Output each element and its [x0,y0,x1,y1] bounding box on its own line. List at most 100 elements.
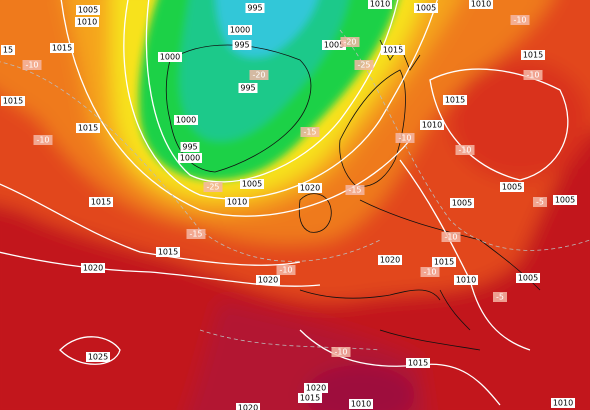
isotherm-label: -10 [334,348,347,357]
isotherm-label: -25 [206,183,219,192]
isotherm-label-box [340,37,360,47]
isobar-label: 1015 [52,44,72,53]
isobar-label: 1010 [553,399,573,408]
isotherm-label-box [276,265,296,275]
isobar-label: 1015 [91,198,111,207]
isotherm-label: -10 [398,134,411,143]
isobar-label: 1005 [416,4,436,13]
isobar-label-box [381,45,405,55]
isotherm-label: -5 [536,198,544,207]
isobar-label-box [500,182,524,192]
isobar-label: 995 [182,143,197,152]
isobar-label-box [443,95,467,105]
isotherm-label: -10 [458,146,471,155]
isobar-label-box [406,358,430,368]
isobar-label-box [76,5,100,15]
isobar-label-box [180,142,200,152]
isobar-label: 1010 [471,0,491,9]
isobar-label-box [50,43,74,53]
isobar-label: 1020 [83,264,103,273]
isobar-label: 1020 [258,276,278,285]
isobar-label: 1010 [351,400,371,409]
isotherm-label-box [33,135,53,145]
isotherm-label-box [345,185,365,195]
isotherm-label-box [420,267,440,277]
isobar-label: 1010 [227,198,247,207]
isobar-label-box [256,275,280,285]
isobar-label: 1020 [306,384,326,393]
isobar-label: 995 [234,41,249,50]
isobar-label: 1010 [370,0,390,9]
isotherm-label-box [249,70,269,80]
isobar-label: 15 [3,46,13,55]
isotherm-label: -10 [444,233,457,242]
isobar-label-box [1,45,15,55]
isobar-label: 1010 [77,18,97,27]
isobar-label-box [551,398,575,408]
isotherm-label: -20 [343,38,356,47]
isobar-label-box [240,179,264,189]
isobar-label: 1005 [555,196,575,205]
isobar-label-box [81,263,105,273]
isobar-label-box [232,40,252,50]
isotherm-label: -10 [513,16,526,25]
isobar-label-box [86,352,110,362]
isobar-label-box [1,96,25,106]
isobar-label-box [521,50,545,60]
isobar-label-box [349,399,373,409]
labels: 1005 1010 995 1000 995 1000 995 1000 995 1000 1005… [1,0,577,410]
isobar-label: 1005 [502,183,522,192]
isobar-label-box [368,0,392,9]
isobar-label-box [414,3,438,13]
isobar-label: 1000 [230,26,250,35]
isotherm-label: -5 [496,293,504,302]
isobar-label-box [553,195,577,205]
isobar-label: 1000 [176,116,196,125]
isotherm-label-box [203,182,223,192]
isobar-label-box [178,153,202,163]
isobar-label: 995 [247,4,262,13]
isobar-label-box [238,83,258,93]
isotherm-label-box [395,133,415,143]
isotherm-label: -10 [423,268,436,277]
isotherm-label-box [493,292,507,302]
isotherm-label: -15 [303,128,316,137]
isobar-label-box [304,383,328,393]
isobar-label-box [450,198,474,208]
isobar-label: 1015 [434,258,454,267]
isobar-label-box [89,197,113,207]
isobar-label-box [322,40,346,50]
isobar-label-box [378,255,402,265]
isobar-label: 1005 [78,6,98,15]
isobar-label: 1020 [380,256,400,265]
isobar-label: 1015 [3,97,23,106]
isobar-label: 1015 [523,51,543,60]
isobar-label-box [236,403,260,410]
isobar-label-box [298,393,322,403]
isotherm-label-box [300,127,320,137]
isotherm-label-box [533,197,547,207]
isotherm-label-box [510,15,530,25]
isobar-label: 1000 [160,53,180,62]
isotherm-label-box [354,60,374,70]
isobar-label: 1005 [242,180,262,189]
isobar-label: 1010 [422,121,442,130]
isotherm-label-box [455,145,475,155]
isobar-label: 995 [240,84,255,93]
isobar-label-box [174,115,198,125]
isobar-label: 1010 [456,276,476,285]
isobar-label-box [158,52,182,62]
isotherm-label: -20 [252,71,265,80]
isobar-label-box [76,123,100,133]
isobar-label: 1015 [445,96,465,105]
isotherm-label: -10 [25,61,38,70]
isotherm-label: -10 [36,136,49,145]
isobar-label: 1005 [324,41,344,50]
isobar-label-box [298,183,322,193]
isotherm-label: -10 [279,266,292,275]
isobar-label: 1015 [408,359,428,368]
isobar-label: 1015 [78,124,98,133]
isobar-label-box [516,273,540,283]
